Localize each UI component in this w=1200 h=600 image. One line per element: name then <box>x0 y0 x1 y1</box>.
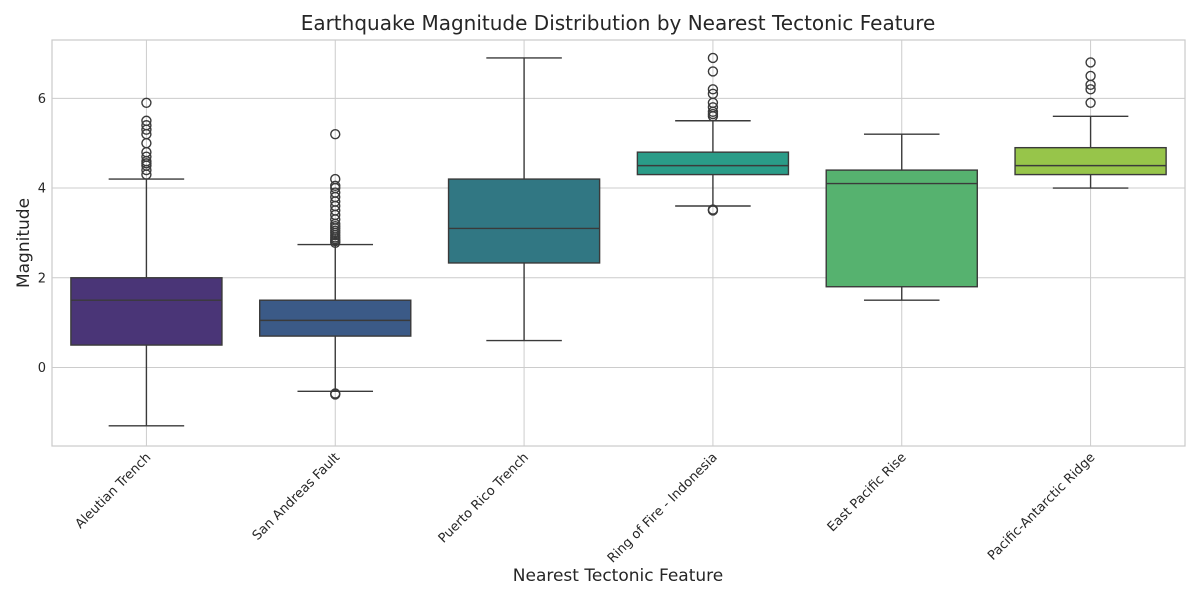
box-group <box>1014 57 1167 189</box>
outlier-point <box>330 173 341 185</box>
outlier-point <box>1085 57 1096 68</box>
outlier-point <box>1085 84 1096 95</box>
outlier-point <box>330 389 341 400</box>
y-axis-label: Magnitude <box>14 198 34 288</box>
outlier-point <box>707 88 719 100</box>
outlier-point <box>141 115 152 126</box>
outlier-point <box>141 120 152 131</box>
box-iqr <box>259 299 412 337</box>
x-tick-label: Pacific-Antarctic Ridge <box>985 450 1098 563</box>
box-iqr <box>447 178 601 264</box>
box-iqr <box>825 169 978 288</box>
x-tick-label: Ring of Fire - Indonesia <box>605 450 721 566</box>
y-tick-labels: 0 2 4 6 <box>38 92 46 376</box>
outlier-point <box>707 52 719 64</box>
outlier-point <box>1085 97 1096 109</box>
box-iqr <box>70 277 223 346</box>
box-iqr <box>636 151 790 176</box>
box-iqr <box>1014 146 1167 176</box>
outlier-point <box>707 84 719 95</box>
box-group <box>825 133 978 301</box>
chart-title: Earthquake Magnitude Distribution by Nea… <box>301 11 936 35</box>
x-tick-label: East Pacific Rise <box>825 450 910 535</box>
outlier-point <box>141 151 152 162</box>
x-tick-label: Puerto Rico Trench <box>436 450 532 546</box>
grid-lines <box>52 40 1185 446</box>
outlier-point <box>1085 70 1096 82</box>
x-tick-label: Aleutian Trench <box>73 450 155 532</box>
box-group <box>259 129 412 400</box>
x-tick-labels: Aleutian Trench San Andreas Fault Puerto R… <box>73 450 1099 566</box>
box-group <box>447 57 601 342</box>
outlier-point <box>141 97 152 109</box>
outlier-point <box>707 66 719 77</box>
outlier-point <box>330 129 341 140</box>
y-tick-label: 6 <box>38 92 46 107</box>
y-tick-label: 0 <box>38 361 46 376</box>
plot-frame <box>51 39 1186 447</box>
outlier-point <box>707 102 719 113</box>
outlier-point <box>707 204 719 215</box>
y-tick-label: 4 <box>38 182 46 197</box>
box-series <box>70 52 1167 427</box>
x-axis-label: Nearest Tectonic Feature <box>513 566 723 586</box>
box-group <box>70 97 223 427</box>
outlier-point <box>330 187 341 198</box>
outlier-point <box>330 180 341 192</box>
y-tick-label: 2 <box>38 271 46 286</box>
box-group <box>636 52 790 216</box>
x-tick-label: San Andreas Fault <box>250 450 343 543</box>
